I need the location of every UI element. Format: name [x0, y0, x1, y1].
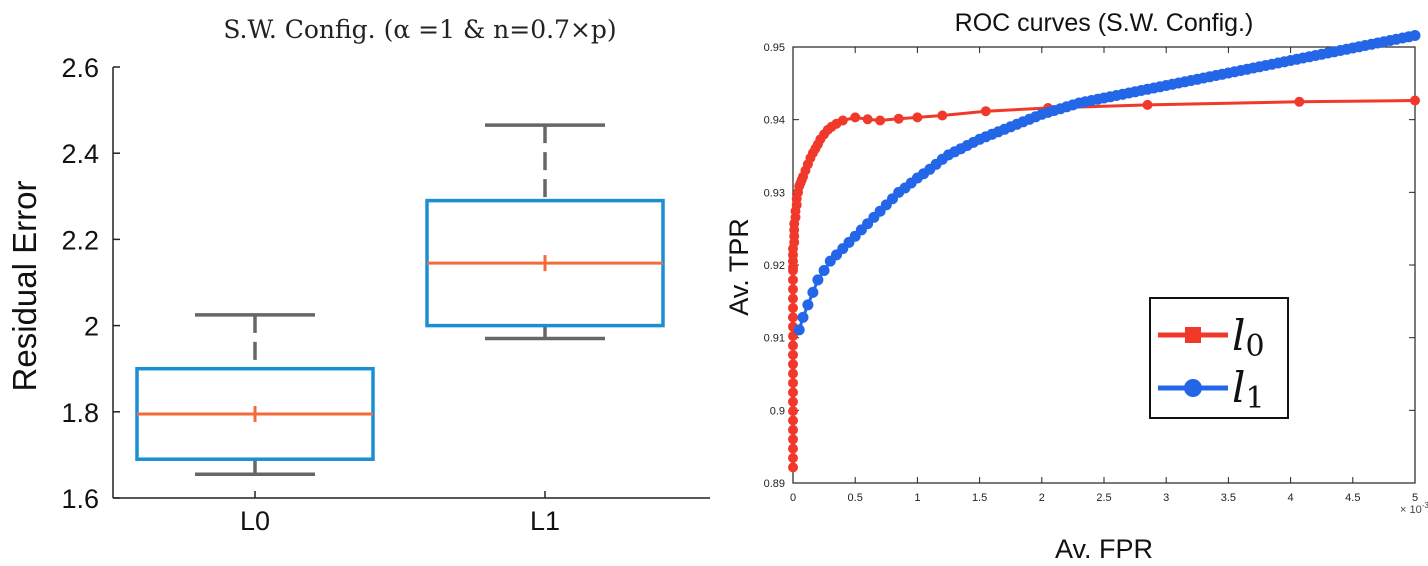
boxplot-y-tick-label: 1.6: [61, 484, 99, 514]
roc-x-tick-label: 5: [1412, 492, 1418, 504]
roc-point-l0: [875, 115, 886, 126]
legend-label-l0-subscript: 0: [1245, 329, 1264, 364]
roc-title: ROC curves (S.W. Config.): [955, 9, 1254, 37]
roc-y-tick-label: 0.9: [770, 405, 785, 417]
roc-panel: ROC curves (S.W. Config.) Av. TPR Av. FP…: [724, 9, 1428, 564]
roc-point-l0: [788, 396, 798, 407]
roc-x-tick-label: 1: [914, 492, 920, 504]
roc-y-tick-label: 0.94: [764, 115, 785, 127]
boxplot-x-tick-label: L0: [240, 506, 270, 536]
legend-label-l0-base: l: [1232, 311, 1245, 360]
roc-x-tick-label: 1.5: [972, 492, 987, 504]
roc-x-tick-label: 3: [1163, 492, 1169, 504]
roc-x-axis-label: Av. FPR: [1055, 534, 1153, 564]
boxplot-x-tick-label: L1: [530, 506, 560, 536]
roc-point-l0: [788, 424, 798, 435]
roc-x-tick-label: 2.5: [1096, 492, 1111, 504]
legend-label-l1: l1: [1232, 363, 1265, 416]
roc-point-l0: [1410, 95, 1420, 106]
roc-y-tick-label: 0.91: [764, 333, 785, 345]
boxplot-y-axis-label: Residual Error: [6, 181, 43, 392]
roc-point-l0: [912, 112, 923, 123]
roc-y-tick-label: 0.92: [764, 260, 785, 272]
legend-label-l1-subscript: 1: [1245, 381, 1264, 416]
roc-point-l1: [818, 265, 830, 276]
boxplot-marks: [135, 123, 665, 477]
roc-legend: l0 l1: [1149, 297, 1289, 419]
roc-point-l0: [788, 274, 798, 285]
roc-point-l1: [812, 274, 824, 286]
roc-x-tick-label: 3.5: [1221, 492, 1236, 504]
roc-point-l0: [788, 349, 798, 360]
legend-label-l0: l0: [1232, 311, 1265, 364]
roc-point-l0: [788, 453, 798, 463]
boxplot-panel: S.W. Config. (α =1 & n=0.7×p) Residual E…: [6, 15, 710, 536]
boxplot-y-tick-label: 2: [84, 312, 99, 342]
roc-point-l0: [788, 462, 798, 473]
roc-x-tick-label: 4: [1288, 492, 1294, 504]
boxplot-y-tick-label: 2.4: [61, 139, 99, 169]
roc-point-l0: [1294, 96, 1305, 107]
roc-y-tick-label: 0.93: [764, 187, 785, 199]
roc-point-l0: [1142, 99, 1153, 110]
boxplot-y-tick-label: 2.6: [61, 53, 99, 83]
legend-box: [1149, 297, 1289, 419]
roc-point-l0: [837, 115, 848, 126]
roc-y-axis-label: Av. TPR: [724, 218, 754, 316]
roc-series: [788, 30, 1421, 473]
roc-x-tick-label: 0: [790, 492, 796, 504]
roc-point-l0: [788, 312, 798, 323]
roc-point-l0: [937, 110, 948, 121]
roc-point-l0: [788, 387, 798, 398]
legend-marker-l1: [1184, 379, 1202, 397]
roc-x-scale-note: × 10-3: [1400, 501, 1428, 516]
roc-x-scale-exp: -3: [1422, 501, 1428, 510]
roc-point-l1: [797, 311, 809, 323]
roc-point-l0: [980, 106, 991, 117]
roc-y-tick-label: 0.89: [764, 478, 785, 490]
roc-point-l0: [862, 114, 873, 125]
roc-point-l0: [788, 443, 798, 454]
roc-point-l0: [893, 113, 904, 124]
roc-ticks: 0 0.5 1 1.5 2 2.5 3 3.5 4 4.5 5 0.89 0.9 0.91 0.92 0.93…: [764, 42, 1418, 504]
roc-point-l0: [850, 112, 861, 123]
roc-point-l0: [788, 284, 798, 295]
boxplot-y-tick-label: 2.2: [61, 225, 99, 255]
roc-x-scale-base: × 10: [1400, 504, 1422, 516]
roc-point-l0: [788, 434, 798, 445]
roc-point-l0: [788, 378, 798, 388]
roc-point-l1: [1409, 30, 1421, 41]
legend-label-l1-base: l: [1232, 363, 1245, 412]
roc-x-tick-label: 4.5: [1345, 492, 1360, 504]
roc-y-tick-label: 0.95: [764, 42, 785, 54]
roc-point-l1: [802, 299, 814, 311]
roc-point-l1: [807, 286, 819, 298]
boxplot-axes: [112, 67, 710, 499]
roc-point-l0: [788, 368, 798, 379]
roc-x-tick-label: 2: [1039, 492, 1045, 504]
roc-point-l0: [788, 303, 798, 313]
legend-marker-l0: [1185, 327, 1201, 343]
boxplot-title: S.W. Config. (α =1 & n=0.7×p): [223, 15, 616, 44]
roc-point-l0: [788, 406, 798, 417]
roc-point-l1: [793, 324, 805, 336]
roc-point-l0: [788, 359, 798, 370]
roc-x-tick-label: 0.5: [848, 492, 863, 504]
roc-point-l0: [788, 415, 798, 426]
roc-point-l0: [788, 293, 798, 304]
boxplot-ticks: 1.6 1.8 2 2.2 2.4 2.6 L0 L1: [61, 53, 560, 536]
boxplot-y-tick-label: 1.8: [61, 398, 99, 428]
roc-point-l0: [788, 340, 798, 351]
